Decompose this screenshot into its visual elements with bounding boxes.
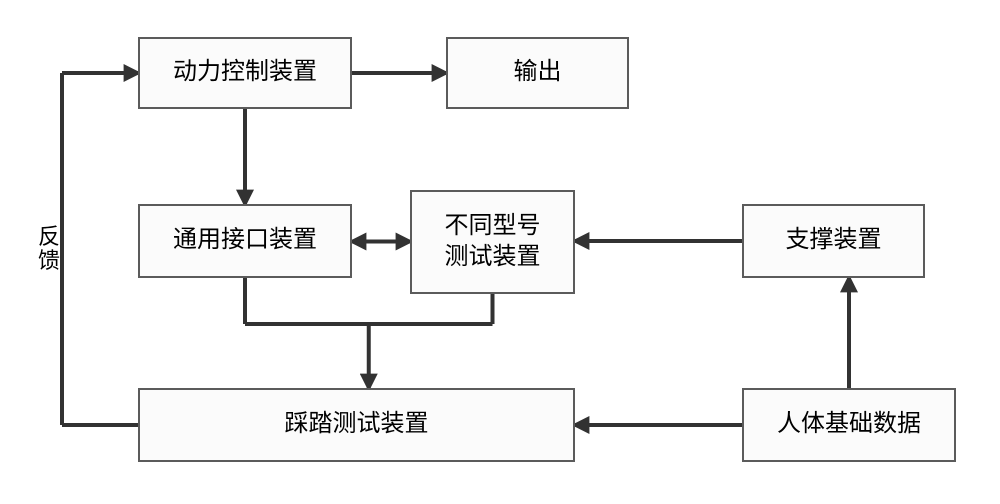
flowchart-canvas: 动力控制装置 输出通用接口装置 不同型号 测试装置 支撑装置踩踏测试装置 人体基础数据 反… bbox=[0, 0, 1000, 504]
feedback-label: 反馈 bbox=[38, 225, 60, 273]
node-model-test: 不同型号 测试装置 bbox=[410, 190, 575, 294]
node-label: 输出 bbox=[514, 57, 562, 88]
node-support: 支撑装置 bbox=[742, 204, 925, 278]
node-output: 输出 bbox=[446, 37, 629, 109]
node-label: 支撑装置 bbox=[786, 225, 882, 256]
node-label: 不同型号 测试装置 bbox=[445, 211, 541, 273]
node-label: 人体基础数据 bbox=[777, 409, 921, 440]
node-pedal-test: 踩踏测试装置 bbox=[138, 388, 575, 462]
node-power-control: 动力控制装置 bbox=[138, 37, 352, 109]
node-label: 动力控制装置 bbox=[173, 57, 317, 88]
node-label: 踩踏测试装置 bbox=[285, 409, 429, 440]
node-universal-if: 通用接口装置 bbox=[138, 204, 352, 278]
node-label: 通用接口装置 bbox=[173, 225, 317, 256]
node-body-data: 人体基础数据 bbox=[742, 388, 956, 462]
